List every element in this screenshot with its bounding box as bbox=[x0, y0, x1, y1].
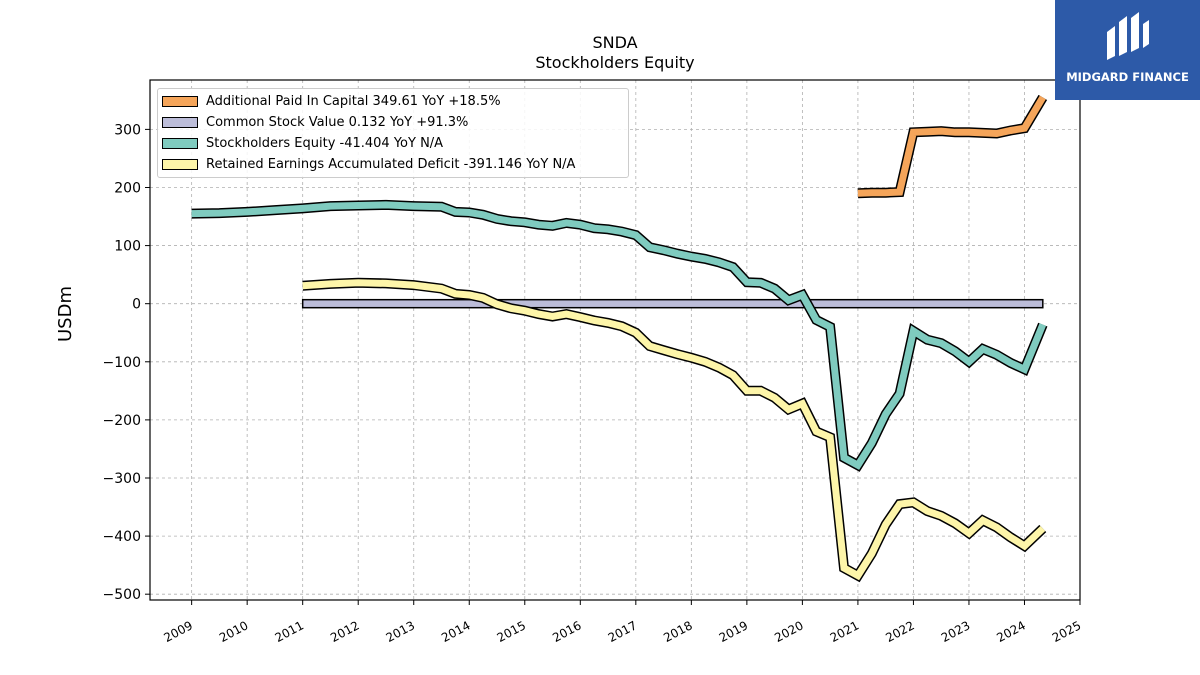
x-tick-label: 2019 bbox=[717, 618, 751, 645]
legend-swatch-retained-earnings bbox=[162, 158, 198, 170]
x-tick-label: 2017 bbox=[606, 618, 640, 645]
legend-label-stockholders-equity: Stockholders Equity -41.404 YoY N/A bbox=[206, 135, 444, 151]
y-tick-label: −400 bbox=[103, 529, 141, 545]
legend-swatch-stockholders-equity bbox=[162, 137, 198, 149]
y-tick-label: −200 bbox=[103, 413, 141, 429]
legend-label-common-stock: Common Stock Value 0.132 YoY +91.3% bbox=[206, 114, 469, 130]
y-tick-label: 0 bbox=[132, 297, 141, 313]
plot-area-frame bbox=[149, 79, 1081, 601]
series-outline-additional-paid-in-capital bbox=[857, 94, 1048, 199]
brand-logo: MIDGARD FINANCE bbox=[1055, 0, 1200, 100]
x-tick-label: 2014 bbox=[439, 618, 473, 645]
y-tick-label: −300 bbox=[103, 471, 141, 487]
legend-item-common-stock: Common Stock Value 0.132 YoY +91.3% bbox=[158, 112, 468, 132]
legend-swatch-common-stock bbox=[162, 116, 198, 128]
legend-item-stockholders-equity: Stockholders Equity -41.404 YoY N/A bbox=[158, 133, 443, 153]
x-tick-label: 2011 bbox=[273, 618, 307, 645]
y-tick-label: 200 bbox=[114, 180, 141, 196]
y-tick-label: 100 bbox=[114, 239, 141, 255]
y-tick-label: −500 bbox=[103, 587, 141, 603]
x-tick-label: 2020 bbox=[772, 618, 806, 645]
legend-swatch-apic bbox=[162, 95, 198, 107]
x-tick-label: 2016 bbox=[550, 618, 584, 645]
legend-label-retained-earnings: Retained Earnings Accumulated Deficit -3… bbox=[206, 156, 576, 172]
x-tick-label: 2013 bbox=[384, 618, 418, 645]
x-tick-label: 2023 bbox=[939, 618, 973, 645]
legend-item-apic: Additional Paid In Capital 349.61 YoY +1… bbox=[158, 91, 501, 111]
legend-label-apic: Additional Paid In Capital 349.61 YoY +1… bbox=[206, 93, 501, 109]
legend-item-retained-earnings: Retained Earnings Accumulated Deficit -3… bbox=[158, 154, 575, 174]
x-tick-label: 2018 bbox=[661, 618, 695, 645]
x-tick-label: 2022 bbox=[883, 618, 917, 645]
y-tick-label: 300 bbox=[114, 122, 141, 138]
x-tick-label: 2009 bbox=[162, 618, 196, 645]
y-tick-label: −100 bbox=[103, 355, 141, 371]
chart-title: SNDA bbox=[592, 33, 638, 52]
x-tick-label: 2012 bbox=[328, 618, 362, 645]
series-common-stock-bar bbox=[301, 298, 1044, 309]
chart-subtitle: Stockholders Equity bbox=[535, 53, 695, 72]
x-tick-label: 2024 bbox=[994, 618, 1028, 645]
series-line-stockholders-equity bbox=[191, 201, 1047, 470]
series-line-retained-earnings-accumulated-deficit bbox=[302, 279, 1046, 581]
x-tick-label: 2021 bbox=[828, 618, 862, 645]
x-tick-label: 2025 bbox=[1050, 618, 1084, 645]
legend: Additional Paid In Capital 349.61 YoY +1… bbox=[157, 88, 629, 178]
x-tick-label: 2015 bbox=[495, 618, 529, 645]
x-tick-label: 2010 bbox=[217, 618, 251, 645]
logo-text: MIDGARD FINANCE bbox=[1066, 70, 1189, 84]
series-line-additional-paid-in-capital bbox=[857, 95, 1046, 197]
logo-mark-icon bbox=[1107, 12, 1149, 60]
